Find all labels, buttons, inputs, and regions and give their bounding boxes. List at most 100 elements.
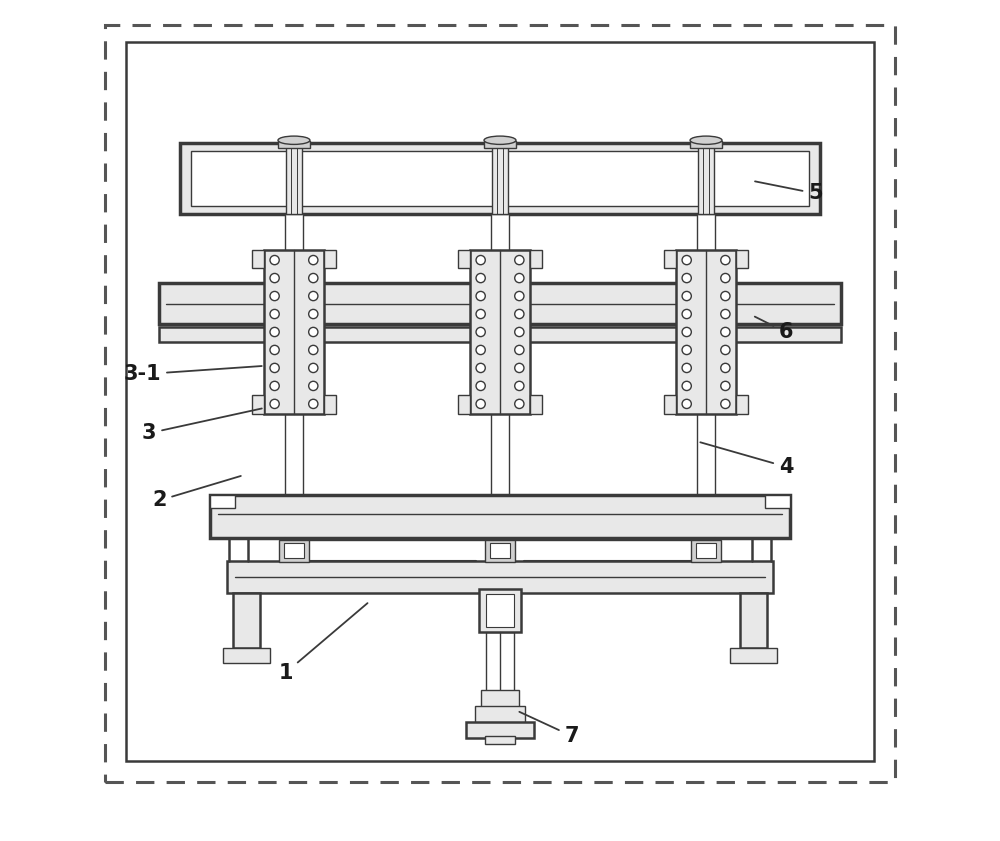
Bar	[530, 250, 542, 268]
Bar	[491, 214, 509, 538]
Circle shape	[682, 346, 691, 355]
Ellipse shape	[278, 136, 310, 145]
Bar	[664, 250, 676, 268]
Circle shape	[515, 399, 524, 409]
Bar	[233, 593, 260, 648]
Text: 2: 2	[152, 476, 241, 510]
Bar	[691, 540, 721, 562]
Bar	[284, 543, 304, 558]
Circle shape	[682, 273, 691, 283]
Bar	[698, 143, 714, 214]
Circle shape	[270, 363, 279, 373]
Circle shape	[721, 309, 730, 319]
Bar	[286, 143, 302, 214]
Bar	[324, 250, 336, 268]
Bar	[252, 250, 264, 268]
Circle shape	[515, 309, 524, 319]
Text: 7: 7	[519, 711, 579, 746]
Circle shape	[721, 399, 730, 409]
Text: 3: 3	[142, 409, 262, 443]
Circle shape	[476, 256, 485, 265]
Bar	[279, 540, 309, 562]
Circle shape	[270, 327, 279, 336]
Bar	[278, 140, 310, 147]
Bar	[479, 589, 521, 632]
Circle shape	[721, 327, 730, 336]
Circle shape	[682, 381, 691, 390]
Circle shape	[682, 256, 691, 265]
Circle shape	[721, 363, 730, 373]
Circle shape	[309, 273, 318, 283]
Bar	[486, 632, 514, 694]
Circle shape	[721, 346, 730, 355]
Bar	[159, 327, 841, 342]
Circle shape	[515, 381, 524, 390]
Text: 1: 1	[278, 603, 368, 683]
Bar	[676, 250, 736, 414]
Circle shape	[515, 292, 524, 301]
Bar	[492, 143, 508, 214]
Bar	[490, 543, 510, 558]
Bar	[765, 495, 790, 508]
Circle shape	[515, 346, 524, 355]
Circle shape	[682, 327, 691, 336]
Circle shape	[309, 256, 318, 265]
Circle shape	[476, 346, 485, 355]
Ellipse shape	[690, 136, 722, 145]
Circle shape	[515, 327, 524, 336]
Bar	[191, 151, 809, 206]
Circle shape	[476, 273, 485, 283]
Circle shape	[270, 309, 279, 319]
Bar	[223, 648, 270, 663]
Bar	[736, 250, 748, 268]
Circle shape	[270, 346, 279, 355]
Circle shape	[682, 363, 691, 373]
Circle shape	[309, 399, 318, 409]
Circle shape	[682, 292, 691, 301]
Bar	[285, 214, 303, 538]
Bar	[466, 722, 534, 738]
Bar	[481, 690, 519, 709]
Circle shape	[270, 273, 279, 283]
Text: 3-1: 3-1	[124, 364, 262, 384]
Circle shape	[476, 381, 485, 390]
Bar	[690, 140, 722, 147]
Bar	[126, 42, 874, 761]
Circle shape	[476, 399, 485, 409]
Circle shape	[270, 292, 279, 301]
Bar	[696, 543, 716, 558]
Text: 4: 4	[700, 442, 793, 477]
Bar	[484, 140, 516, 147]
Circle shape	[515, 363, 524, 373]
Circle shape	[682, 309, 691, 319]
Circle shape	[721, 292, 730, 301]
Text: 5: 5	[755, 182, 823, 204]
Circle shape	[721, 256, 730, 265]
Bar	[664, 395, 676, 414]
Circle shape	[309, 363, 318, 373]
Bar	[740, 593, 767, 648]
Circle shape	[515, 256, 524, 265]
Bar	[458, 250, 470, 268]
Circle shape	[270, 381, 279, 390]
Bar	[210, 495, 790, 538]
Bar	[264, 250, 324, 414]
Bar	[470, 250, 530, 414]
Bar	[458, 395, 470, 414]
Bar	[485, 540, 515, 562]
Bar	[180, 143, 820, 214]
Circle shape	[309, 292, 318, 301]
Circle shape	[270, 399, 279, 409]
Bar	[736, 395, 748, 414]
Text: 6: 6	[755, 316, 793, 342]
Circle shape	[270, 256, 279, 265]
Bar	[486, 594, 514, 627]
Circle shape	[682, 399, 691, 409]
Circle shape	[309, 327, 318, 336]
Circle shape	[309, 381, 318, 390]
Ellipse shape	[484, 136, 516, 145]
Bar	[730, 648, 777, 663]
Bar	[227, 561, 773, 593]
Bar	[324, 395, 336, 414]
Bar	[485, 736, 515, 744]
